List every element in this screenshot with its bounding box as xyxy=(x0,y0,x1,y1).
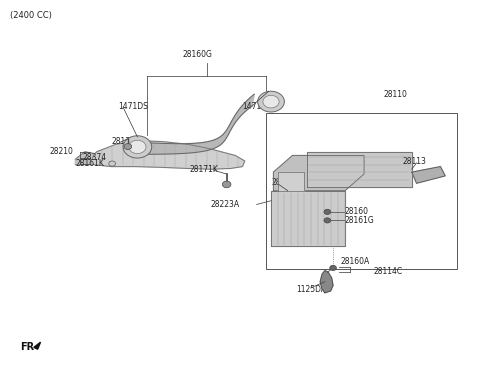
Text: 1471UD: 1471UD xyxy=(242,102,273,111)
Polygon shape xyxy=(75,152,95,165)
Text: 28160G: 28160G xyxy=(182,50,212,59)
Circle shape xyxy=(109,161,116,166)
Circle shape xyxy=(129,140,146,154)
Text: 28374: 28374 xyxy=(83,153,107,162)
Text: 28160A: 28160A xyxy=(340,257,370,266)
Circle shape xyxy=(330,265,336,270)
Text: FR: FR xyxy=(21,342,35,352)
Circle shape xyxy=(124,144,132,150)
Text: 28223A: 28223A xyxy=(211,200,240,209)
Text: 28161G: 28161G xyxy=(345,216,375,225)
Text: 28171: 28171 xyxy=(111,137,135,146)
Text: 28113: 28113 xyxy=(402,157,426,166)
Polygon shape xyxy=(274,156,364,191)
Text: 28114C: 28114C xyxy=(373,267,403,276)
Circle shape xyxy=(258,91,284,112)
Text: 28171K: 28171K xyxy=(190,165,219,174)
Circle shape xyxy=(263,95,279,108)
Text: 28160: 28160 xyxy=(345,207,369,217)
Polygon shape xyxy=(278,172,304,191)
Polygon shape xyxy=(320,270,333,293)
Text: (2400 CC): (2400 CC) xyxy=(10,11,52,20)
Circle shape xyxy=(123,136,152,158)
Polygon shape xyxy=(307,152,412,187)
Text: 28161K: 28161K xyxy=(75,159,104,168)
Text: 28210: 28210 xyxy=(49,147,73,156)
Polygon shape xyxy=(271,191,345,246)
Text: 28110: 28110 xyxy=(383,90,407,99)
Circle shape xyxy=(222,181,231,188)
Circle shape xyxy=(324,209,331,214)
Polygon shape xyxy=(140,94,254,154)
Text: 28115L: 28115L xyxy=(271,178,299,187)
Text: 1471DS: 1471DS xyxy=(118,102,148,111)
Text: 1125DA: 1125DA xyxy=(296,285,326,294)
Polygon shape xyxy=(34,342,40,349)
Circle shape xyxy=(324,218,331,223)
Bar xyxy=(266,113,457,269)
Polygon shape xyxy=(85,141,245,169)
Polygon shape xyxy=(412,166,445,183)
